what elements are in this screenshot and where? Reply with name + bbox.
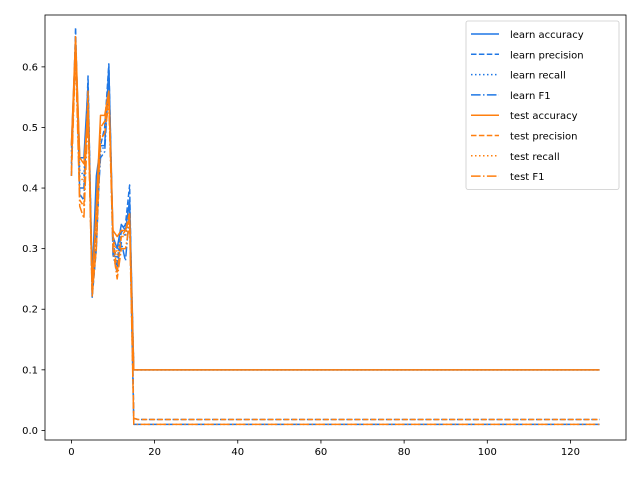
- y-axis: 0.0 0.1 0.2 0.3 0.4 0.5 0.6: [22, 62, 45, 437]
- y-tick-label: 0.1: [22, 365, 38, 376]
- legend-label-6: test recall: [510, 152, 560, 163]
- y-tick-label: 0.3: [22, 244, 38, 255]
- series-layer: [70, 26, 600, 426]
- x-axis: 0 20 40 60 80 100 120: [68, 440, 580, 458]
- legend-label-0: learn accuracy: [510, 30, 584, 41]
- legend: learn accuracy learn precision learn recal…: [465, 20, 620, 190]
- legend-box: [465, 20, 620, 190]
- y-tick-label: 0.5: [22, 123, 38, 134]
- y-tick-label: 0.4: [22, 184, 38, 195]
- x-tick-label: 20: [148, 447, 161, 458]
- legend-label-5: test precision: [510, 132, 578, 143]
- legend-label-3: learn F1: [510, 91, 551, 102]
- plot-frame: [44, 14, 627, 441]
- legend-label-4: test accuracy: [510, 111, 578, 122]
- x-tick-label: 0: [68, 447, 74, 458]
- y-tick-label: 0.0: [22, 426, 38, 437]
- series-line-7: [70, 54, 600, 426]
- x-tick-label: 80: [398, 447, 411, 458]
- x-tick-label: 100: [478, 447, 497, 458]
- y-tick-label: 0.2: [22, 305, 38, 316]
- x-tick-label: 120: [561, 447, 580, 458]
- series-line-4: [70, 35, 600, 371]
- series-line-5: [70, 41, 600, 421]
- x-tick-label: 60: [315, 447, 328, 458]
- legend-label-2: learn recall: [510, 71, 566, 82]
- legend-label-7: test F1: [510, 172, 545, 183]
- legend-label-1: learn precision: [510, 50, 584, 61]
- x-tick-label: 40: [231, 447, 244, 458]
- y-tick-label: 0.6: [22, 62, 38, 73]
